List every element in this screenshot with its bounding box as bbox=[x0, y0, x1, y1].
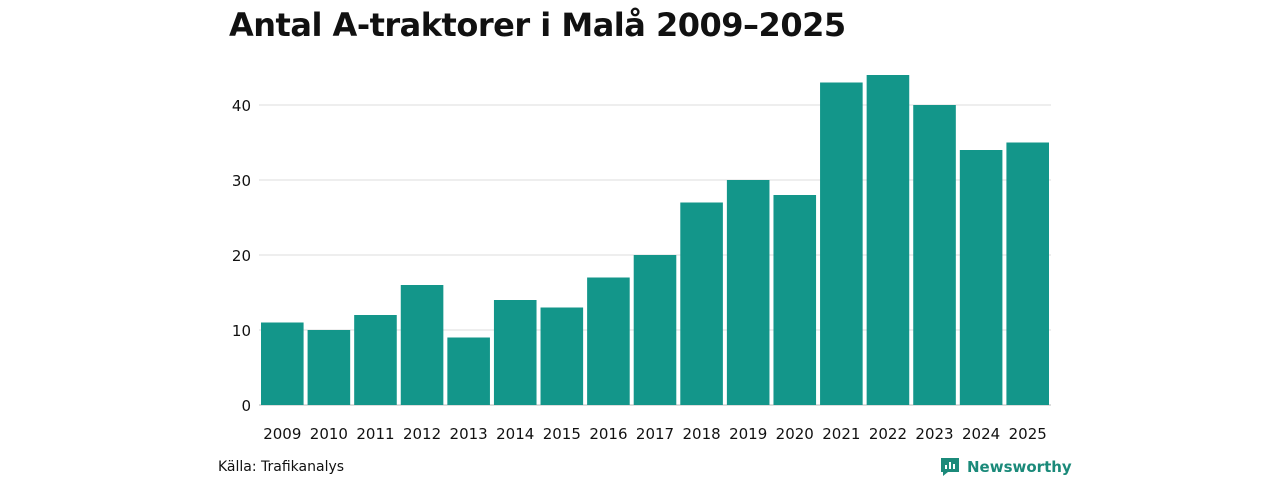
x-tick-label: 2011 bbox=[356, 425, 394, 443]
x-tick-label: 2017 bbox=[636, 425, 674, 443]
bar-2012 bbox=[400, 285, 444, 405]
x-tick-label: 2016 bbox=[589, 425, 627, 443]
bar-2021 bbox=[820, 82, 863, 405]
chart-title: Antal A-traktorer i Malå 2009–2025 bbox=[229, 6, 846, 44]
bars bbox=[261, 75, 1049, 405]
bar-2018 bbox=[680, 202, 723, 405]
x-tick-label: 2019 bbox=[729, 425, 767, 443]
bar-2014 bbox=[493, 300, 537, 405]
y-tick-label: 30 bbox=[232, 172, 251, 190]
x-tick-label: 2022 bbox=[869, 425, 907, 443]
bar-2013 bbox=[447, 337, 490, 405]
x-tick-label: 2014 bbox=[496, 425, 534, 443]
bar-2024 bbox=[959, 150, 1003, 405]
x-tick-label: 2013 bbox=[450, 425, 488, 443]
newsworthy-logo-icon bbox=[941, 458, 959, 476]
y-axis-ticks: 0 10 20 30 40 bbox=[232, 97, 251, 415]
x-tick-label: 2010 bbox=[310, 425, 348, 443]
source-note: Källa: Trafikanalys bbox=[218, 459, 345, 475]
bar-2016 bbox=[587, 277, 630, 405]
bar-2017 bbox=[633, 255, 677, 405]
x-tick-label: 2015 bbox=[543, 425, 581, 443]
y-tick-label: 20 bbox=[232, 247, 251, 265]
bar-2015 bbox=[540, 307, 584, 405]
bar-2020 bbox=[773, 195, 817, 405]
bar-2025 bbox=[1006, 142, 1049, 405]
brand-logo[interactable]: Newsworthy bbox=[939, 456, 1072, 478]
x-tick-label: 2024 bbox=[962, 425, 1000, 443]
y-tick-label: 40 bbox=[232, 97, 251, 115]
bar-2022 bbox=[866, 75, 910, 405]
bar-2019 bbox=[726, 180, 770, 405]
bar-2010 bbox=[307, 330, 351, 405]
x-tick-label: 2012 bbox=[403, 425, 441, 443]
bar-2011 bbox=[354, 315, 397, 405]
x-tick-label: 2025 bbox=[1009, 425, 1047, 443]
x-tick-label: 2023 bbox=[915, 425, 953, 443]
bar-2009 bbox=[261, 322, 304, 405]
x-tick-label: 2009 bbox=[263, 425, 301, 443]
x-axis-ticks: 2009 2010 2011 2012 2013 2014 2015 2016 2017 2018… bbox=[263, 425, 1047, 443]
bar-2023 bbox=[913, 105, 956, 405]
x-tick-label: 2018 bbox=[682, 425, 720, 443]
x-tick-label: 2021 bbox=[822, 425, 860, 443]
y-tick-label: 10 bbox=[232, 322, 251, 340]
x-tick-label: 2020 bbox=[776, 425, 814, 443]
y-tick-label: 0 bbox=[241, 397, 251, 415]
brand-name: Newsworthy bbox=[967, 458, 1072, 476]
